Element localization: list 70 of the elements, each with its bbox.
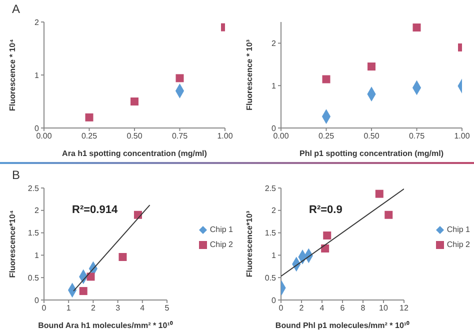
x-tick-label: 0.75 [172, 132, 188, 141]
y-tick-label: 1.5 [28, 228, 40, 238]
x-tick-label: 4 [140, 304, 146, 313]
x-tick-label: 1.00 [454, 132, 470, 141]
y-tick-label: 2 [34, 206, 40, 216]
y-tick-label: 1 [272, 251, 277, 260]
y-axis-title: Fluorescence * 10³ [244, 39, 254, 110]
x-tick-label: 0.25 [318, 132, 335, 141]
x-tick-label: 0.50 [126, 132, 143, 141]
y-tick-label: 1 [34, 251, 40, 260]
point [118, 252, 127, 261]
point [321, 244, 330, 252]
point [79, 287, 88, 296]
x-tick-label: 10 [379, 304, 388, 313]
x-tick-label: 8 [360, 304, 366, 313]
y-axis-title: Fluorescence*10³ [244, 210, 254, 278]
x-tick-label: 0 [42, 304, 47, 313]
x-tick-label: 1.00 [217, 132, 234, 141]
chart-title: B [12, 168, 20, 182]
y-tick-label: 2 [272, 206, 277, 216]
legend-label: Chip 2 [210, 240, 233, 249]
legend-label: Chip 1 [210, 225, 233, 234]
x-axis-title: Ara h1 spotting concentration (mg/ml) [62, 149, 208, 158]
x-tick-label: 2 [90, 304, 96, 313]
y-tick-label: 2.5 [264, 184, 277, 193]
y-tick-label: 0 [34, 296, 40, 305]
point [375, 190, 384, 198]
x-tick-label: 12 [400, 304, 409, 313]
y-tick-label: 0.5 [28, 273, 40, 282]
y-tick-label: 0.5 [264, 273, 277, 282]
x-tick-label: 3 [116, 304, 121, 313]
chart-title: A [12, 2, 20, 16]
y-tick-label: 1 [34, 70, 40, 80]
x-axis-title: Bound Ara h1 molecules/mm² * 10¹⁰ [38, 321, 173, 330]
point [412, 24, 421, 32]
x-tick-label: 0.75 [408, 132, 426, 141]
x-tick-label: 0.50 [364, 132, 380, 141]
point [85, 113, 94, 122]
legend-label: Chip 2 [446, 240, 470, 249]
x-tick-label: 0.00 [36, 132, 52, 141]
x-axis-title: Bound Phl p1 molecules/mm² * 10¹⁰ [275, 321, 410, 330]
point [130, 98, 138, 106]
x-tick-label: 0.00 [273, 132, 290, 141]
x-tick-label: 0.25 [81, 132, 98, 141]
x-tick-label: 0 [278, 304, 284, 313]
point [368, 62, 376, 71]
y-tick-label: 2.5 [28, 184, 40, 193]
y-tick-label: 1.5 [264, 228, 277, 238]
point [176, 74, 184, 82]
x-tick-label: 1 [66, 304, 72, 313]
y-tick-label: 0 [34, 124, 40, 133]
point [323, 231, 332, 240]
x-tick-label: 6 [340, 304, 346, 313]
legend-label: Chip 1 [446, 225, 470, 234]
y-axis-title: Fluorescence*10⁴ [8, 210, 17, 278]
x-tick-label: 4 [320, 304, 325, 313]
point [322, 75, 330, 84]
point [86, 272, 95, 281]
x-tick-label: 2 [299, 304, 304, 313]
point [384, 210, 393, 219]
y-axis-title: Fluorescence * 10⁴ [8, 38, 17, 111]
x-axis-title: Phl p1 spotting concentration (mg/ml) [300, 149, 444, 158]
y-tick-label: 2 [272, 39, 277, 48]
x-tick-label: 5 [164, 304, 170, 313]
y-tick-label: 0 [272, 124, 277, 133]
y-tick-label: 0 [272, 296, 277, 305]
y-tick-label: 1 [272, 81, 277, 90]
y-tick-label: 2 [34, 18, 40, 27]
annotation: R²=0.9 [309, 204, 342, 216]
annotation: R²=0.914 [72, 204, 118, 216]
